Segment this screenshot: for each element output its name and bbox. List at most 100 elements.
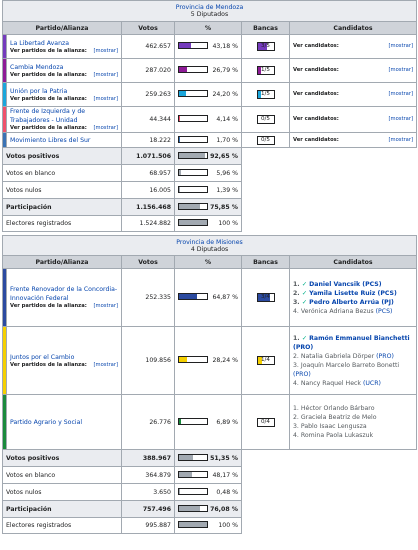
totals-label: Votos positivos bbox=[2, 147, 122, 165]
show-toggle-link[interactable]: [mostrar] bbox=[93, 71, 118, 78]
party-cell: La Libertad Avanza Ver partidos de la ali… bbox=[6, 34, 122, 59]
party-row: Frente de Izquierda y de Trabajadores - … bbox=[2, 106, 417, 133]
percent-cell: 26,79 % bbox=[174, 58, 242, 83]
col-party: Partido/Alianza bbox=[2, 21, 122, 35]
empty-cell bbox=[241, 198, 417, 216]
col-votes: Votos bbox=[121, 255, 175, 269]
candidate-party-link[interactable]: (PRO) bbox=[293, 370, 311, 378]
show-candidates-link[interactable]: [mostrar] bbox=[388, 67, 413, 73]
show-candidates-link[interactable]: [mostrar] bbox=[388, 136, 413, 143]
seats-box: 3/5 bbox=[256, 42, 275, 51]
percent-cell: 6,89 % bbox=[174, 394, 242, 450]
percent-cell: 48,17 % bbox=[174, 466, 242, 484]
party-name-link[interactable]: La Libertad Avanza bbox=[10, 39, 70, 47]
percent-bar-fill bbox=[179, 116, 181, 121]
alliance-parties-label: Ver partidos de la alianza: bbox=[10, 361, 87, 368]
alliance-parties-label: Ver partidos de la alianza: bbox=[10, 95, 87, 102]
elected-check-icon: ✓ bbox=[301, 334, 310, 342]
percent-value: 43,18 % bbox=[212, 43, 238, 50]
empty-cell bbox=[241, 164, 417, 182]
party-name-link[interactable]: Cambia Mendoza bbox=[10, 63, 64, 71]
col-pct: % bbox=[174, 255, 242, 269]
candidate-number: 2. bbox=[293, 414, 301, 421]
percent-bar-fill bbox=[179, 43, 192, 48]
candidates-toggle: Ver candidatos: [mostrar] bbox=[293, 91, 413, 98]
candidate-name[interactable]: Daniel Vancsik bbox=[309, 280, 361, 288]
percent-bar bbox=[178, 135, 208, 143]
show-toggle-link[interactable]: [mostrar] bbox=[93, 47, 118, 54]
party-name-link[interactable]: Partido Agrario y Social bbox=[10, 418, 83, 426]
show-candidates-link[interactable]: [mostrar] bbox=[388, 43, 413, 49]
percent-bar bbox=[178, 202, 208, 210]
candidate-item: 3. Joaquín Marcelo Barreto Bonetti (PRO) bbox=[293, 361, 413, 379]
party-row: Juntos por el Cambio Ver partidos de la a… bbox=[2, 326, 418, 395]
show-toggle-link[interactable]: [mostrar] bbox=[93, 303, 118, 309]
percent-cell: 100 % bbox=[174, 215, 242, 232]
party-name-link[interactable]: Frente Renovador de la Concordia-Innovac… bbox=[10, 286, 118, 302]
candidate-name[interactable]: Pedro Alberto Arrúa bbox=[309, 298, 380, 306]
candidate-party-link[interactable]: (PCS) bbox=[373, 307, 393, 315]
percent-bar bbox=[178, 42, 208, 49]
percent-cell: 5,96 % bbox=[174, 164, 242, 182]
show-candidates-link[interactable]: [mostrar] bbox=[388, 91, 413, 97]
votes-cell: 44.344 bbox=[121, 106, 175, 133]
percent-bar bbox=[178, 504, 208, 512]
percent-bar-fill bbox=[179, 294, 198, 299]
province-title-link[interactable]: Provincia de Mendoza bbox=[175, 4, 244, 11]
candidate-number: 3. bbox=[293, 298, 302, 306]
candidate-item: 4. Verónica Adriana Bezus (PCS) bbox=[293, 307, 413, 316]
seats-fill bbox=[257, 294, 270, 301]
show-toggle-link[interactable]: [mostrar] bbox=[93, 95, 118, 102]
alliance-parties-label: Ver partidos de la alianza: bbox=[10, 71, 87, 78]
province-title-link[interactable]: Provincia de Misiones bbox=[176, 238, 243, 246]
col-votes: Votos bbox=[121, 21, 175, 35]
province-seats: 4 Diputados bbox=[190, 245, 229, 253]
percent-bar bbox=[178, 417, 208, 425]
seats-cell: 1/5 bbox=[241, 82, 290, 107]
alliance-parties-label: Ver partidos de la alianza: bbox=[10, 303, 87, 309]
party-name-link[interactable]: Unión por la Patria bbox=[10, 87, 68, 95]
votes-cell: 18.222 bbox=[121, 132, 175, 148]
totals-votes: 68.957 bbox=[121, 164, 175, 182]
candidate-party-link[interactable]: (PRO) bbox=[293, 343, 314, 351]
party-name-link[interactable]: Frente de Izquierda y de Trabajadores - … bbox=[10, 108, 86, 124]
percent-value: 28,24 % bbox=[212, 357, 238, 364]
candidate-number: 4. bbox=[293, 379, 301, 387]
candidate-name: Verónica Adriana Bezus bbox=[300, 307, 374, 315]
candidate-name[interactable]: Yamila Lisette Ruiz bbox=[309, 289, 376, 297]
candidate-number: 1. bbox=[293, 334, 302, 342]
seats-value: 1/5 bbox=[260, 67, 270, 73]
percent-bar bbox=[178, 293, 208, 300]
percent-bar bbox=[178, 90, 208, 97]
votes-cell: 259.263 bbox=[121, 82, 175, 107]
percent-bar-fill bbox=[179, 454, 194, 460]
party-name-link[interactable]: Juntos por el Cambio bbox=[10, 353, 75, 361]
percent-cell: 51,35 % bbox=[174, 449, 242, 467]
percent-value: 51,35 % bbox=[210, 454, 238, 462]
totals-row: Votos positivos 388.967 51,35 % bbox=[2, 449, 417, 467]
party-cell: Frente de Izquierda y de Trabajadores - … bbox=[6, 106, 122, 133]
show-toggle-link[interactable]: [mostrar] bbox=[93, 125, 118, 131]
show-candidates-link[interactable]: [mostrar] bbox=[388, 116, 413, 122]
percent-value: 64,87 % bbox=[212, 294, 238, 301]
party-name-link[interactable]: Movimiento Libres del Sur bbox=[10, 136, 91, 144]
totals-row: Votos en blanco 364.879 48,17 % bbox=[2, 466, 417, 484]
header-row: Partido/Alianza Votos % Bancas Candidato… bbox=[2, 255, 418, 269]
candidates-cell: Ver candidatos: [mostrar] bbox=[289, 34, 417, 59]
seats-cell: 1/5 bbox=[241, 58, 290, 83]
candidate-number: 1. bbox=[293, 280, 302, 288]
candidate-party-link[interactable]: (PCS) bbox=[360, 280, 382, 288]
percent-bar-fill bbox=[179, 67, 187, 72]
party-row: Frente Renovador de la Concordia-Innovac… bbox=[2, 268, 418, 327]
seats-cell: 0/5 bbox=[241, 106, 290, 133]
totals-votes: 995.887 bbox=[121, 517, 175, 534]
candidate-party-link[interactable]: (PCS) bbox=[375, 289, 397, 297]
party-row: Cambia Mendoza Ver partidos de la alianza… bbox=[2, 58, 417, 83]
candidate-name[interactable]: Ramón Emmanuel Bianchetti bbox=[309, 334, 410, 342]
candidate-party-link[interactable]: (UCR) bbox=[361, 379, 381, 387]
totals-row: Votos en blanco 68.957 5,96 % bbox=[2, 164, 417, 182]
candidate-party-link[interactable]: (PJ) bbox=[379, 298, 394, 306]
show-toggle-link[interactable]: [mostrar] bbox=[93, 361, 118, 368]
percent-bar bbox=[178, 219, 208, 226]
candidate-party-link[interactable]: (PRO) bbox=[374, 352, 394, 360]
